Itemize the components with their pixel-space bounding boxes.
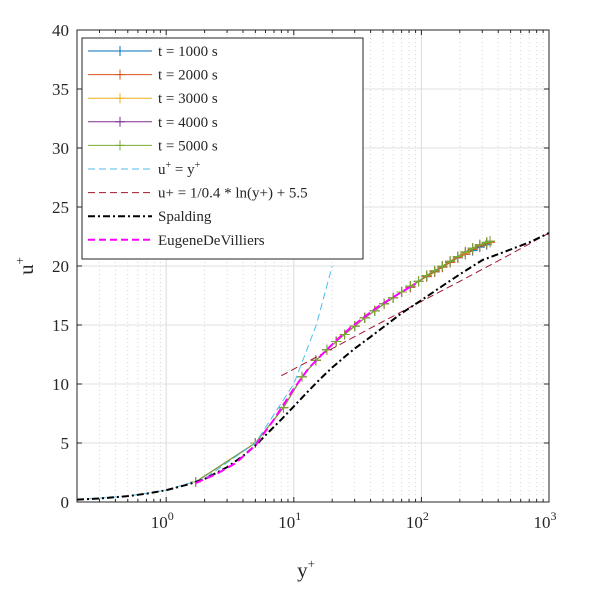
series-line-7 <box>76 232 550 501</box>
y-tick-label-2: 10 <box>52 375 69 394</box>
legend-label-1: t = 2000 s <box>158 68 218 84</box>
legend-marker-1 <box>115 69 125 80</box>
series-4-marker-12 <box>388 292 399 303</box>
series-4-marker-19 <box>445 256 456 267</box>
legend-label-4: t = 5000 s <box>158 138 218 154</box>
y-axis-label: u+ <box>12 257 38 275</box>
x-tick-label-1: 101 <box>278 509 301 532</box>
legend-label-5: u+ = y+ <box>158 160 201 178</box>
y-tick-label-6: 30 <box>52 139 69 158</box>
x-tick-label-3: 103 <box>534 509 557 532</box>
x-tick-label-0: 100 <box>151 509 174 532</box>
series-4-marker-22 <box>467 243 478 254</box>
legend-marker-0 <box>115 46 125 56</box>
legend-label-6: u+ = 1/0.4 * ln(y+) + 5.5 <box>158 186 308 202</box>
series-4-marker-8 <box>349 321 360 332</box>
legend-label-8: EugeneDeVilliers <box>158 233 265 249</box>
series-line-5 <box>76 265 333 501</box>
legend-marker-3 <box>115 116 125 127</box>
series-line-6 <box>281 232 550 377</box>
y-tick-label-3: 15 <box>52 316 69 335</box>
y-tick-label-1: 5 <box>61 434 70 453</box>
axis-ticks: 0 5 10 15 20 25 30 35 40 100 101 102 103 <box>52 21 557 532</box>
series-layer <box>76 232 550 501</box>
series-4-marker-7 <box>339 329 350 340</box>
series-4-marker-3 <box>297 371 308 382</box>
legend: t = 1000 s t = 2000 s t = 3000 s t = 4000 s… <box>81 37 364 260</box>
y-tick-label-4: 20 <box>52 257 69 276</box>
legend-label-3: t = 4000 s <box>158 115 218 131</box>
y-tick-label-7: 35 <box>52 80 69 99</box>
series-4-marker-18 <box>437 261 448 271</box>
legend-items: t = 1000 s t = 2000 s t = 3000 s t = 4000 s… <box>88 44 308 249</box>
y-tick-label-0: 0 <box>61 493 70 512</box>
legend-marker-4 <box>115 140 125 151</box>
series-line-8 <box>195 282 417 485</box>
series-4-marker-13 <box>396 286 407 297</box>
series-4-marker-14 <box>405 281 416 292</box>
series-4-marker-6 <box>331 336 342 347</box>
legend-marker-2 <box>115 93 125 104</box>
legend-label-0: t = 1000 s <box>158 44 218 60</box>
series-4-marker-20 <box>452 251 463 262</box>
legend-box <box>81 37 364 260</box>
series-4-marker-21 <box>460 246 471 257</box>
x-axis-label: y+ <box>297 556 315 582</box>
series-4-marker-10 <box>369 305 380 316</box>
series-4-marker-15 <box>413 276 424 287</box>
x-tick-label-2: 102 <box>406 509 429 532</box>
series-4-marker-17 <box>429 265 440 276</box>
series-4-marker-16 <box>421 270 432 281</box>
series-4-marker-23 <box>474 239 485 250</box>
series-4-marker-25 <box>485 236 496 247</box>
y-tick-label-8: 40 <box>52 21 69 40</box>
legend-label-2: t = 3000 s <box>158 91 218 107</box>
y-tick-label-5: 25 <box>52 198 69 217</box>
legend-label-7: Spalding <box>158 209 212 225</box>
